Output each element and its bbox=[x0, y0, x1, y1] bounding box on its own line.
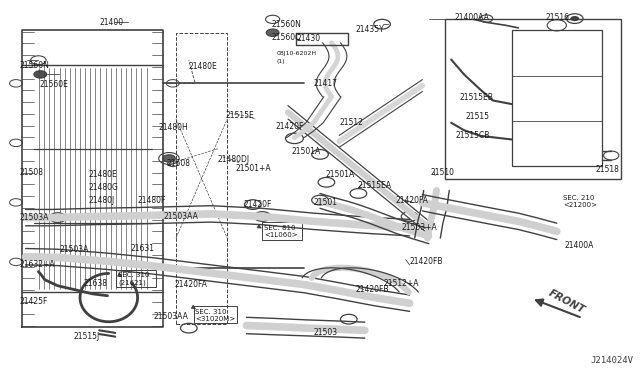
Text: SEC. 810: SEC. 810 bbox=[264, 225, 296, 231]
Text: 21480E: 21480E bbox=[189, 62, 218, 71]
Text: <1L060>: <1L060> bbox=[264, 232, 298, 238]
Text: 21503: 21503 bbox=[314, 328, 338, 337]
Text: 21503AA: 21503AA bbox=[154, 312, 188, 321]
Text: 21501+A: 21501+A bbox=[236, 164, 271, 173]
Text: 21560C: 21560C bbox=[272, 33, 301, 42]
Text: 21480H: 21480H bbox=[159, 123, 188, 132]
Text: 21420FA: 21420FA bbox=[174, 280, 207, 289]
Text: 21420FB: 21420FB bbox=[355, 285, 388, 294]
Text: 21400A: 21400A bbox=[564, 241, 594, 250]
Text: (1): (1) bbox=[276, 59, 285, 64]
Text: 21417: 21417 bbox=[314, 79, 338, 88]
Text: 21515EA: 21515EA bbox=[357, 182, 391, 190]
Text: <21200>: <21200> bbox=[563, 202, 597, 208]
Text: 21516: 21516 bbox=[545, 13, 570, 22]
Text: 21480E: 21480E bbox=[88, 170, 117, 179]
Text: 21515: 21515 bbox=[466, 112, 490, 121]
Text: 21480J: 21480J bbox=[88, 196, 115, 205]
Text: 21638: 21638 bbox=[83, 279, 108, 288]
Text: J214024V: J214024V bbox=[591, 356, 634, 365]
Circle shape bbox=[163, 155, 175, 162]
Text: 21501A: 21501A bbox=[325, 170, 355, 179]
Text: 21508: 21508 bbox=[166, 159, 191, 168]
Text: 21512+A: 21512+A bbox=[384, 279, 419, 288]
Text: SEC. 210: SEC. 210 bbox=[563, 195, 595, 201]
Text: 21512: 21512 bbox=[339, 118, 363, 126]
Text: 08J10-6202H: 08J10-6202H bbox=[276, 51, 317, 56]
Text: 21515E: 21515E bbox=[225, 111, 254, 120]
Bar bbox=[194, 306, 237, 323]
Text: 21501A: 21501A bbox=[292, 147, 321, 156]
Text: 21503+A: 21503+A bbox=[402, 223, 438, 232]
Text: SEC. 310: SEC. 310 bbox=[195, 309, 227, 315]
Circle shape bbox=[570, 16, 579, 21]
Text: 21501: 21501 bbox=[314, 198, 338, 207]
Bar bbox=[445, 19, 621, 179]
Text: 21508: 21508 bbox=[19, 169, 44, 177]
Text: 21420FA: 21420FA bbox=[396, 196, 428, 205]
Text: 21480G: 21480G bbox=[88, 183, 118, 192]
Text: 21560N: 21560N bbox=[19, 61, 49, 70]
Circle shape bbox=[266, 29, 279, 36]
Text: 21435Y: 21435Y bbox=[355, 25, 384, 34]
Bar bbox=[512, 30, 602, 166]
Circle shape bbox=[34, 71, 47, 78]
Bar bbox=[116, 270, 156, 287]
Text: 21560N: 21560N bbox=[272, 20, 302, 29]
Text: 21515CB: 21515CB bbox=[456, 131, 490, 140]
Text: 21420FB: 21420FB bbox=[410, 257, 443, 266]
Text: 21632+A: 21632+A bbox=[19, 260, 55, 269]
Text: 21420F: 21420F bbox=[243, 200, 271, 209]
Bar bbox=[262, 222, 302, 240]
Text: 21560E: 21560E bbox=[40, 80, 68, 89]
Text: 21430: 21430 bbox=[296, 34, 321, 43]
Text: 21425F: 21425F bbox=[19, 297, 47, 306]
Text: 21631: 21631 bbox=[131, 244, 155, 253]
Text: 21515J: 21515J bbox=[74, 332, 100, 341]
Text: 21503A: 21503A bbox=[60, 245, 89, 254]
Text: (21621): (21621) bbox=[118, 279, 146, 286]
Text: 21510: 21510 bbox=[430, 169, 454, 177]
Text: SEC. 310: SEC. 310 bbox=[118, 272, 150, 278]
Text: 21420F: 21420F bbox=[275, 122, 303, 131]
Text: 21400: 21400 bbox=[100, 18, 124, 27]
Text: 21480DJ: 21480DJ bbox=[218, 155, 250, 164]
Text: <31020M>: <31020M> bbox=[195, 316, 236, 322]
Text: 21503A: 21503A bbox=[19, 213, 49, 222]
Text: 21503AA: 21503AA bbox=[163, 212, 198, 221]
Text: 21515EB: 21515EB bbox=[460, 93, 493, 102]
Text: FRONT: FRONT bbox=[547, 288, 587, 315]
Text: 21518: 21518 bbox=[595, 165, 619, 174]
Text: 21480F: 21480F bbox=[138, 196, 166, 205]
Text: 21400AA: 21400AA bbox=[454, 13, 489, 22]
